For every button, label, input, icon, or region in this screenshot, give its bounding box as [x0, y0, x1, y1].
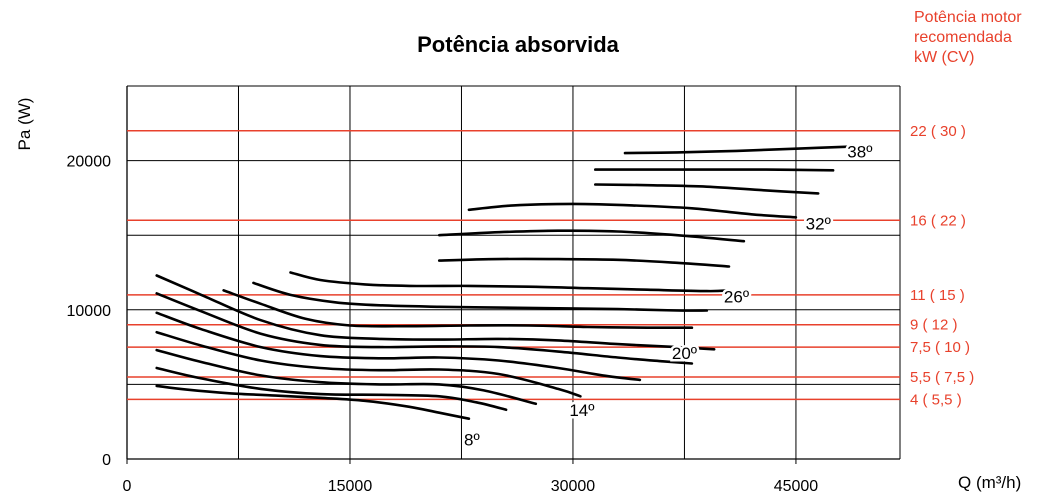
- x-tick-label: 15000: [328, 478, 373, 495]
- grid: [126, 85, 901, 460]
- x-tick-label: 45000: [774, 478, 819, 495]
- side-title-line: kW (CV): [914, 49, 975, 66]
- power-curve: [437, 257, 731, 268]
- angle-label: 8º: [464, 431, 480, 450]
- power-curve: [289, 271, 731, 293]
- power-curve: [155, 384, 471, 420]
- y-axis-label: Pa (W): [15, 98, 34, 151]
- power-curve: [155, 366, 508, 412]
- power-curve: [222, 289, 694, 330]
- motor-power-label: 7,5 ( 10 ): [910, 339, 970, 356]
- angle-label: 20º: [672, 344, 697, 363]
- power-curve: [155, 348, 538, 406]
- y-tick-label: 10000: [67, 303, 112, 320]
- motor-power-lines: 22 ( 30 ) 16 ( 22 ) 11 ( 15 ) 9 ( 12 ) 7,5 (…: [127, 123, 974, 408]
- side-title: Potência motor recomendada kW (CV): [914, 8, 1022, 68]
- x-axis-label: Q (m³/h): [958, 473, 1021, 492]
- x-tick-label: 30000: [551, 478, 596, 495]
- motor-power-label: 9 ( 12 ): [910, 317, 958, 334]
- angle-label: 26º: [724, 287, 749, 306]
- y-tick-label: 20000: [67, 154, 112, 171]
- power-curve: [594, 183, 820, 195]
- power-curve: [155, 311, 642, 382]
- power-curve: [594, 168, 835, 172]
- chart-title: Potência absorvida: [417, 32, 620, 57]
- y-tick-label: 0: [102, 452, 111, 469]
- motor-power-label: 16 ( 22 ): [910, 212, 966, 229]
- power-curve: [437, 229, 746, 243]
- side-title-line: recomendada: [914, 29, 1012, 46]
- motor-power-label: 5,5 ( 7,5 ): [910, 369, 974, 386]
- x-tick-label: 0: [123, 478, 132, 495]
- angle-label: 14º: [569, 401, 594, 420]
- angle-label: 32º: [806, 214, 831, 233]
- power-curves: [155, 145, 857, 420]
- tick-labels: 0 15000 30000 45000 0 10000 20000: [67, 154, 819, 495]
- power-curve: [252, 281, 709, 312]
- motor-power-label: 11 ( 15 ): [910, 287, 965, 304]
- motor-power-label: 22 ( 30 ): [910, 123, 966, 140]
- side-title-line: Potência motor: [914, 9, 1022, 26]
- motor-power-label: 4 ( 5,5 ): [910, 391, 962, 408]
- power-curve: [623, 145, 857, 155]
- power-curve: [155, 292, 694, 365]
- angle-label: 38º: [847, 143, 872, 162]
- power-curve: [467, 202, 798, 219]
- power-curve: [155, 274, 716, 351]
- curve-angle-labels: 38º 32º 26º 20º 14º 8º: [462, 140, 875, 452]
- power-curve: [155, 330, 582, 398]
